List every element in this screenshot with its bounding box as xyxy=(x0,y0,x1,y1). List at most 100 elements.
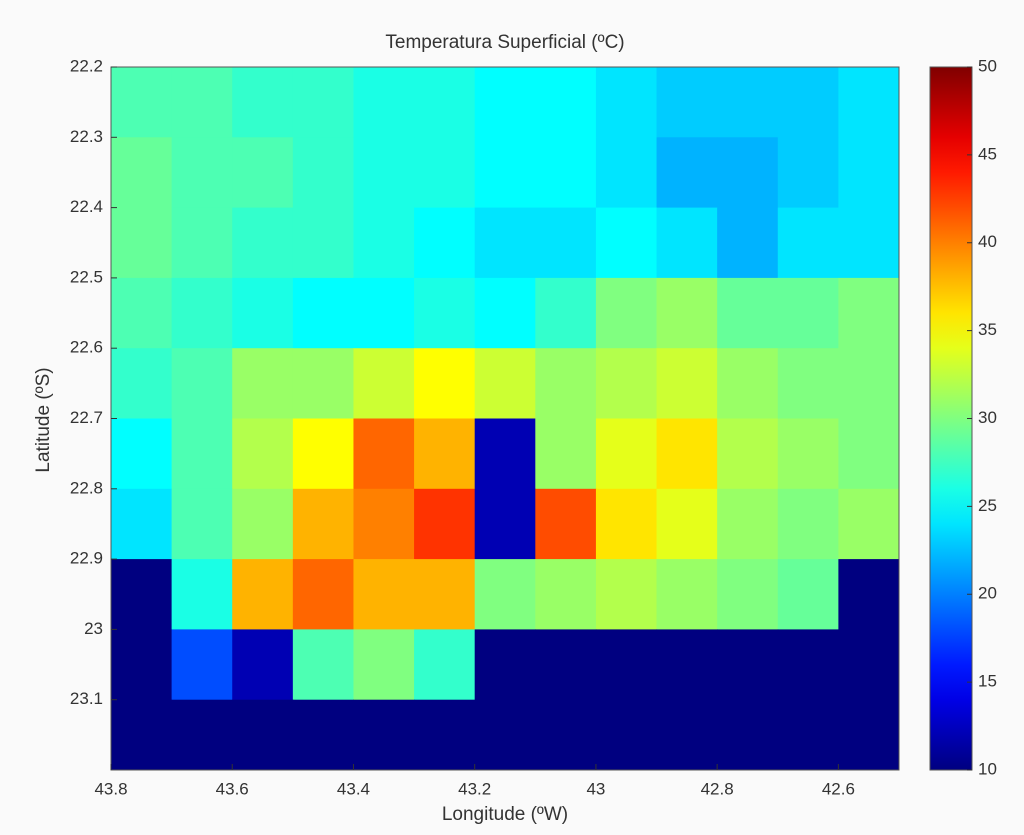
heat-cell xyxy=(777,699,839,771)
heat-cell xyxy=(474,418,536,490)
heat-cell xyxy=(232,418,294,490)
heat-cell xyxy=(595,559,658,630)
heat-cell xyxy=(353,559,415,630)
heat-cell xyxy=(111,488,173,560)
heat-cell xyxy=(777,629,839,701)
heat-cell xyxy=(353,348,415,419)
heat-cell xyxy=(171,67,233,138)
heat-cell xyxy=(171,207,233,279)
heat-cell xyxy=(777,67,839,138)
heat-cell xyxy=(838,67,900,138)
colorbar-tick-label: 15 xyxy=(978,672,997,691)
heat-cell xyxy=(535,67,597,138)
heat-cell xyxy=(656,207,718,279)
heat-cell xyxy=(838,277,900,349)
heat-cell xyxy=(717,67,779,138)
heat-cell xyxy=(595,348,658,419)
heat-cell xyxy=(111,348,173,419)
heat-cell xyxy=(111,418,173,490)
heat-cell xyxy=(171,559,233,630)
heat-cell xyxy=(717,207,779,279)
heat-cell xyxy=(595,629,658,701)
heat-cell xyxy=(777,137,839,209)
heat-cell xyxy=(474,137,536,209)
heat-cell xyxy=(292,559,354,630)
heat-cell xyxy=(414,559,476,630)
heat-cell xyxy=(111,629,173,701)
heat-cell xyxy=(353,137,415,209)
heat-cell xyxy=(595,277,658,349)
y-tick-label: 23.1 xyxy=(70,689,103,708)
x-axis-label: Longitude (ºW) xyxy=(442,804,568,825)
y-tick-label: 22.8 xyxy=(70,478,103,497)
heat-cell xyxy=(111,207,173,279)
x-tick-label: 43.4 xyxy=(337,779,370,798)
heat-cell xyxy=(777,277,839,349)
heat-cell xyxy=(292,67,354,138)
heat-cell xyxy=(535,559,597,630)
heat-cell xyxy=(414,207,476,279)
heat-cell xyxy=(232,699,294,771)
heat-cell xyxy=(777,207,839,279)
heat-cell xyxy=(111,277,173,349)
y-tick-label: 22.2 xyxy=(70,56,103,75)
heat-cell xyxy=(171,488,233,560)
heat-cell xyxy=(656,418,718,490)
heat-cell xyxy=(595,137,658,209)
heat-cell xyxy=(595,488,658,560)
heat-cell xyxy=(353,629,415,701)
heat-cell xyxy=(535,488,597,560)
heat-cell xyxy=(656,699,718,771)
heat-cell xyxy=(292,418,354,490)
heat-cell xyxy=(838,488,900,560)
x-tick-label: 43.2 xyxy=(458,779,491,798)
heat-cell xyxy=(414,488,476,560)
heat-cell xyxy=(474,207,536,279)
heat-cell xyxy=(292,348,354,419)
heat-cell xyxy=(595,699,658,771)
y-axis-label: Latitude (ºS) xyxy=(33,367,54,472)
colorbar-tick-label: 25 xyxy=(978,496,997,515)
y-tick-label: 23 xyxy=(84,619,103,638)
heat-cell xyxy=(111,67,173,138)
heat-cell xyxy=(414,418,476,490)
x-tick-label: 43 xyxy=(586,779,605,798)
heat-cell xyxy=(535,629,597,701)
heat-cell xyxy=(717,418,779,490)
heat-cell xyxy=(717,559,779,630)
heat-cell xyxy=(171,277,233,349)
heat-cell xyxy=(414,699,476,771)
heat-cell xyxy=(535,699,597,771)
heat-cell xyxy=(838,207,900,279)
heat-cell xyxy=(474,699,536,771)
heat-cell xyxy=(717,137,779,209)
heat-cell xyxy=(292,699,354,771)
heat-cell xyxy=(414,348,476,419)
heat-cell xyxy=(414,67,476,138)
heat-cell xyxy=(111,699,173,771)
heat-cell xyxy=(232,488,294,560)
heat-cell xyxy=(474,277,536,349)
heat-cell xyxy=(777,559,839,630)
heat-cell xyxy=(414,277,476,349)
heat-cell xyxy=(292,207,354,279)
heat-cell xyxy=(656,348,718,419)
heat-cell xyxy=(777,348,839,419)
heat-cell xyxy=(353,277,415,349)
heat-cell xyxy=(838,699,900,771)
colorbar-tick-label: 50 xyxy=(978,56,997,75)
heat-cell xyxy=(232,559,294,630)
heat-cell xyxy=(535,348,597,419)
heat-cell xyxy=(171,629,233,701)
heat-cell xyxy=(717,277,779,349)
y-tick-label: 22.4 xyxy=(70,197,103,216)
colorbar-tick-label: 45 xyxy=(978,144,997,163)
heat-cell xyxy=(535,418,597,490)
heat-cell xyxy=(111,559,173,630)
heat-cell xyxy=(838,348,900,419)
heat-cell xyxy=(232,629,294,701)
heat-cell xyxy=(838,629,900,701)
x-tick-label: 42.8 xyxy=(701,779,734,798)
heat-cell xyxy=(656,629,718,701)
